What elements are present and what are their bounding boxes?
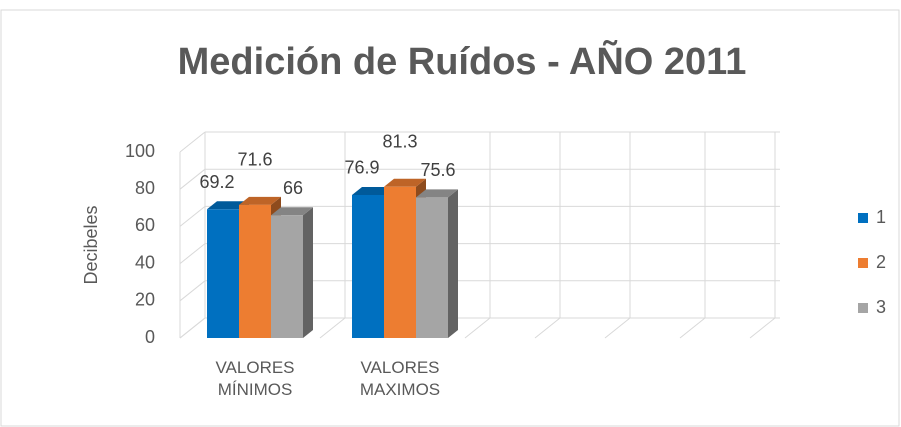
- grid-line: [179, 131, 206, 153]
- y-tick-label: 80: [135, 178, 155, 198]
- bar-top: [207, 201, 249, 210]
- data-label: 66: [283, 178, 303, 198]
- bar-top: [352, 186, 394, 195]
- bar: [384, 186, 416, 338]
- y-tick-label: 100: [125, 141, 155, 161]
- data-label: 75.6: [420, 160, 455, 180]
- x-tick-label: VALORES MÍNIMOS: [215, 358, 295, 399]
- floor-line: [319, 317, 346, 339]
- y-axis-label: Decibeles: [81, 205, 101, 284]
- bar: [271, 215, 303, 338]
- bar-top: [384, 178, 426, 187]
- y-tick-label: 60: [135, 215, 155, 235]
- legend-swatch: [858, 303, 868, 313]
- legend-label: 1: [876, 207, 886, 227]
- data-label: 69.2: [199, 172, 234, 192]
- bar-top: [271, 207, 313, 216]
- y-tick-label: 20: [135, 290, 155, 310]
- data-label: 81.3: [382, 132, 417, 152]
- bar-top: [239, 196, 281, 205]
- floor-line: [179, 317, 206, 339]
- bar-side: [303, 207, 313, 338]
- legend-swatch: [858, 258, 868, 268]
- grid-line: [179, 243, 206, 264]
- bar: [416, 197, 448, 338]
- y-tick-label: 0: [145, 327, 155, 347]
- legend-swatch: [858, 213, 868, 223]
- floor-line: [749, 317, 776, 339]
- floor-line: [464, 317, 491, 339]
- floor-line: [534, 317, 561, 339]
- data-label: 76.9: [344, 158, 379, 178]
- grid-line: [179, 280, 206, 302]
- legend-label: 3: [876, 297, 886, 317]
- bar: [352, 194, 384, 338]
- x-tick-label: VALORES MAXIMOS: [359, 358, 441, 399]
- floor-line: [604, 317, 631, 339]
- bar: [207, 209, 239, 338]
- grid-line: [179, 206, 206, 227]
- y-tick-label: 40: [135, 252, 155, 272]
- chart-title: Medición de Ruídos - AÑO 2011: [178, 39, 747, 83]
- bar: [239, 204, 271, 338]
- legend-label: 2: [876, 252, 886, 272]
- bar-side: [448, 189, 458, 338]
- bar-top: [416, 189, 458, 198]
- data-label: 71.6: [237, 150, 272, 170]
- grid-line: [179, 168, 206, 190]
- floor-line: [679, 317, 706, 339]
